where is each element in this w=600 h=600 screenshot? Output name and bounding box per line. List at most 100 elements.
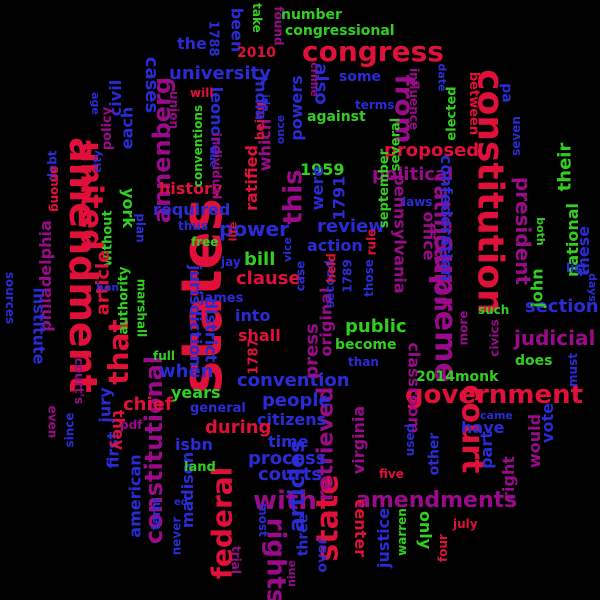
word-when: when [159,361,214,382]
word-process: process [248,448,327,469]
word-courts: courts [258,464,323,485]
word-four: four [435,534,450,562]
word-found: found [271,6,286,46]
word-some: some [339,69,382,85]
word-influence: influence [407,67,422,131]
word-right: right [498,456,518,500]
word-citizens: citizens [257,410,327,429]
word-1788: 1788 [205,20,221,57]
word-jay: jay [221,255,241,269]
word-james: james [200,291,244,306]
word-people: people [262,390,331,411]
word-would: would [525,413,545,469]
word-powers: powers [286,75,306,141]
word-congressional: congressional [285,23,395,39]
word-shall: shall [238,326,281,345]
word-chief: chief [123,394,173,415]
word-came: came [480,409,513,422]
word-warren: warren [394,508,409,556]
word-will: will [190,86,214,100]
word-during: during [205,417,272,438]
word-marshall: marshall [134,278,149,338]
word-the: the [177,34,207,53]
word-plan: plan [133,213,148,243]
word-thus: thus [178,219,208,233]
word-general: general [190,401,246,416]
word-congress: congress [302,35,444,68]
word-trial: trial [228,546,243,574]
word-several: several [388,117,404,172]
word-city: city [90,150,104,173]
word-laws: laws [402,195,433,209]
word-than: than [348,355,379,369]
word-over: over [314,537,331,573]
word-since: since [62,412,77,448]
word-have: have [461,418,505,437]
word-were: were [308,165,328,211]
word-five: five [379,467,404,481]
word-land: land [184,460,216,475]
word-into: into [235,306,271,325]
word-more: more [456,310,471,346]
word-2010: 2010 [237,45,276,61]
word-with: with [253,486,317,516]
word-justice: justice [373,508,393,568]
word-judicial: judicial [514,326,596,350]
word-even: even [45,405,60,439]
word-isbn: isbn [175,435,213,454]
word-political: political [372,164,454,185]
word-ed: ed [174,497,188,508]
word-2014monk: 2014monk [416,369,499,385]
word-history: history [159,179,223,198]
word-1791: 1791 [329,175,349,221]
word-confederation: confederation [437,154,457,282]
word-life: life [226,221,240,242]
word-among: among [47,166,62,212]
word-virginia: virginia [349,405,369,475]
word-district: district [201,297,221,363]
word-government: government [405,380,584,410]
word-action: action [307,236,363,255]
word-only: only [416,510,436,550]
word-never: never [169,516,184,556]
word-section: section [525,296,599,317]
word-does: does [515,353,553,369]
word-court's: court's [72,357,87,405]
word-pa: pa [498,83,515,103]
word-public: public [345,316,407,337]
word-center: center [351,498,371,558]
word-sources: sources [3,271,18,325]
word-elected: elected [444,86,460,141]
word-full: full [153,349,175,363]
word-seven: seven [508,116,523,156]
word-bill: bill [244,249,276,270]
word-part: part [476,431,496,469]
word-case: case [293,260,308,292]
word-crime: crime [307,62,321,97]
word-age: age [88,92,102,115]
word-once: once [274,114,288,145]
word-both: both [533,217,547,246]
word-other: other [426,432,443,476]
word-date: date [435,63,449,92]
word-1959: 1959 [300,160,345,179]
word-years: years [171,383,221,402]
word-ann: ann [207,146,219,168]
word-university: university [169,63,271,84]
word-ratified: ratified [241,145,261,211]
word-review: review [317,216,385,237]
word-held: held [324,253,339,283]
word-term: term [149,497,164,531]
word-1789: 1789 [340,259,355,293]
word-conventions: conventions [191,104,206,188]
word-become: become [335,337,397,353]
word-convention: convention [237,370,350,391]
word-required: required [153,200,231,219]
word-three: three [295,513,312,557]
word-their: their [554,142,576,192]
word-hon: hon [96,281,120,294]
word-ida: ida [259,94,271,112]
word-against: against [307,109,366,125]
word-time: time [268,432,309,451]
